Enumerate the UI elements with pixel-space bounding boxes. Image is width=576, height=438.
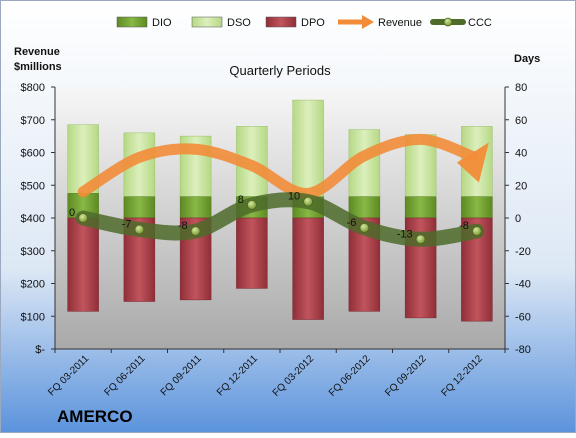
ccc-data-label: 10	[288, 191, 300, 203]
ccc-data-label: -8	[178, 220, 188, 232]
y-left-tick-label: $200	[21, 279, 45, 291]
y-right-tick-label: 80	[515, 82, 527, 94]
ccc-data-label: 0	[69, 207, 75, 219]
legend-swatch-dso	[191, 16, 223, 28]
ccc-point	[471, 226, 482, 237]
ccc-data-label: -8	[459, 220, 469, 232]
bar-dio	[461, 196, 493, 219]
bar-dio	[179, 196, 212, 219]
y-left-tick-label: $700	[21, 115, 45, 127]
revenue-line-group	[77, 133, 489, 199]
ccc-point	[359, 222, 370, 233]
ccc-point	[134, 224, 145, 235]
legend-label-revenue: Revenue	[378, 17, 422, 29]
bar-dso	[292, 99, 324, 197]
legend-swatch-ccc-dot	[443, 17, 453, 27]
legend-label-dpo: DPO	[301, 17, 325, 29]
y-right-tick-label: 20	[515, 180, 527, 192]
bar-dpo	[292, 217, 324, 320]
y-right-label: Days	[514, 53, 540, 65]
y-left-label-line2: $millions	[14, 61, 62, 73]
y-right-tick-label: -80	[515, 344, 531, 356]
revenue-arrowhead	[456, 142, 489, 183]
bar-dio	[123, 196, 156, 219]
y-right-axis: -80 -60 -40 -20 0 20 40 60 80	[504, 82, 531, 356]
ccc-line	[75, 192, 485, 247]
y-right-tick-label: -40	[515, 279, 531, 291]
y-left-tick-label: $800	[21, 82, 45, 94]
chart-title: Quarterly Periods	[229, 63, 331, 78]
bar-dpo	[67, 217, 99, 312]
ccc-line-group: 0 -7 -8 8 10 -6 -13 -8	[69, 191, 485, 247]
ccc-point	[190, 226, 201, 237]
legend-swatch-revenue-arrow	[362, 15, 374, 29]
legend-label-ccc: CCC	[468, 17, 492, 29]
legend-swatch-dpo	[265, 16, 297, 28]
ccc-data-label: 8	[238, 194, 244, 206]
company-name: AMERCO	[57, 407, 133, 426]
y-right-tick-label: -60	[515, 311, 531, 323]
y-left-tick-label: $500	[21, 180, 45, 192]
y-left-label-line1: Revenue	[14, 46, 60, 58]
y-left-tick-label: $600	[21, 148, 45, 160]
bar-dio	[404, 196, 437, 219]
y-right-tick-label: -20	[515, 246, 531, 258]
y-right-tick-label: 0	[515, 213, 521, 225]
ccc-point	[303, 196, 314, 207]
y-left-tick-label: $100	[21, 311, 45, 323]
y-right-tick-label: 40	[515, 148, 527, 160]
bar-dpo	[236, 217, 268, 289]
y-left-tick-label: $-	[35, 344, 45, 356]
ccc-point	[415, 234, 426, 245]
legend-label-dso: DSO	[227, 17, 251, 29]
legend: DIO DSO DPO Revenue CCC	[116, 15, 492, 29]
legend-swatch-dio	[116, 16, 148, 28]
ccc-data-label: -6	[347, 217, 357, 229]
ccc-point	[246, 199, 257, 210]
revenue-line	[77, 133, 479, 199]
legend-label-dio: DIO	[152, 17, 172, 29]
ccc-point	[78, 213, 89, 223]
ccc-data-label: -13	[397, 228, 413, 240]
y-left-tick-label: $300	[21, 246, 45, 258]
ccc-data-label: -7	[122, 218, 132, 230]
y-left-axis: $- $100 $200 $300 $400 $500 $600 $700 $800	[21, 82, 56, 356]
y-left-tick-label: $400	[21, 213, 45, 225]
y-right-tick-label: 60	[515, 115, 527, 127]
